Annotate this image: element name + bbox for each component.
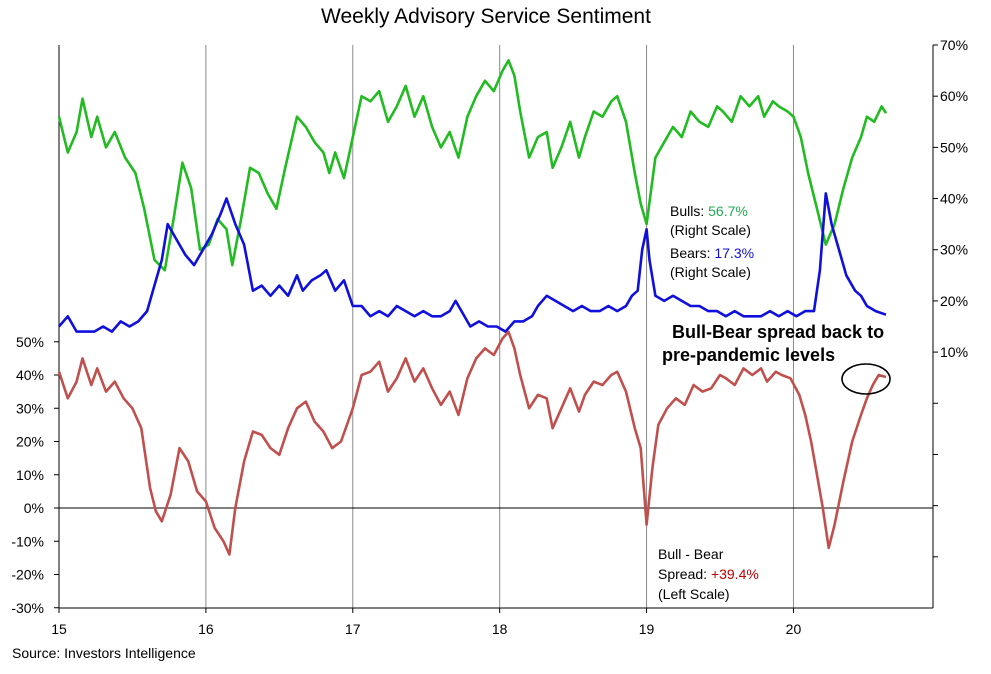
callout-line-1: Bull-Bear spread back to bbox=[672, 322, 884, 342]
x-tick-label: 16 bbox=[198, 621, 214, 637]
left-tick-label: 0% bbox=[24, 500, 44, 516]
bulls-label: Bulls: 56.7% bbox=[670, 203, 748, 219]
x-tick-label: 20 bbox=[786, 621, 802, 637]
left-tick-label: -20% bbox=[11, 567, 44, 583]
right-tick-label: 70% bbox=[940, 37, 968, 53]
left-tick-label: 20% bbox=[16, 434, 44, 450]
left-tick-label: 40% bbox=[16, 367, 44, 383]
right-tick-label: 60% bbox=[940, 88, 968, 104]
highlight-ellipse bbox=[841, 363, 891, 395]
left-tick-label: -30% bbox=[11, 600, 44, 616]
bears-label: Bears: 17.3% bbox=[670, 245, 754, 261]
x-tick-label: 17 bbox=[345, 621, 361, 637]
spread-scale-label: (Left Scale) bbox=[658, 586, 730, 602]
series-lines bbox=[57, 59, 888, 556]
left-tick-label: 10% bbox=[16, 467, 44, 483]
spread-value: +39.4% bbox=[711, 566, 759, 582]
x-tick-label: 15 bbox=[51, 621, 67, 637]
bears-value: 17.3% bbox=[714, 245, 754, 261]
right-tick-label: 10% bbox=[940, 344, 968, 360]
right-tick-label: 50% bbox=[940, 139, 968, 155]
spread-label-line-1: Bull - Bear bbox=[658, 546, 724, 562]
left-axis-ticks: -30% -20% -10% 0% 10% 20% 30% 40% 50% bbox=[11, 334, 59, 616]
source-note: Source: Investors Intelligence bbox=[12, 645, 196, 661]
bears-scale-label: (Right Scale) bbox=[670, 264, 751, 280]
spread-label: Spread: +39.4% bbox=[658, 566, 759, 582]
right-axis-ticks: 10% 20% 30% 40% 50% 60% 70% bbox=[933, 37, 968, 558]
left-tick-label: -10% bbox=[11, 533, 44, 549]
x-axis-ticks: 15 16 17 18 19 20 bbox=[51, 608, 801, 637]
x-tick-label: 19 bbox=[639, 621, 655, 637]
bears-line bbox=[58, 192, 887, 333]
left-tick-label: 50% bbox=[16, 334, 44, 350]
chart-title: Weekly Advisory Service Sentiment bbox=[321, 5, 651, 28]
bull-bear-spread-line bbox=[57, 330, 887, 556]
right-tick-label: 30% bbox=[940, 242, 968, 258]
right-tick-label: 40% bbox=[940, 191, 968, 207]
bulls-value: 56.7% bbox=[708, 203, 748, 219]
callout-line-2: pre-pandemic levels bbox=[662, 345, 835, 365]
left-tick-label: 30% bbox=[16, 400, 44, 416]
right-tick-label: 20% bbox=[940, 293, 968, 309]
bulls-line bbox=[57, 59, 888, 272]
x-tick-label: 18 bbox=[492, 621, 508, 637]
bulls-scale-label: (Right Scale) bbox=[670, 222, 751, 238]
